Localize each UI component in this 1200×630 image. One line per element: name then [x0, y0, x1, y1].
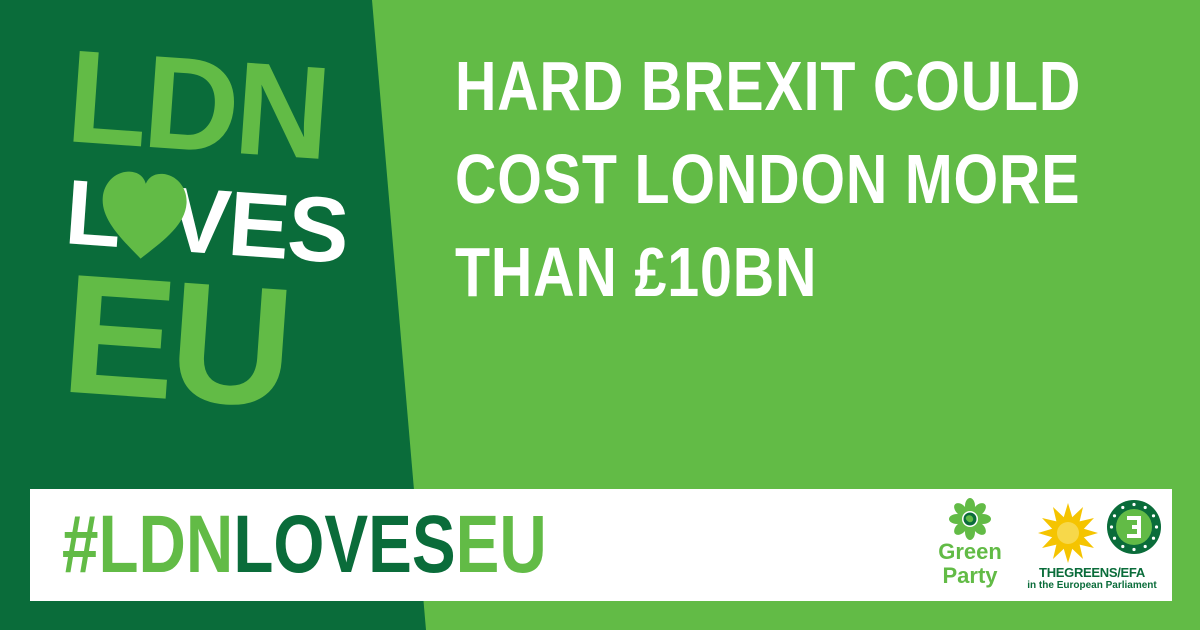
hashtag-part-ldn: #LDN: [62, 499, 234, 590]
green-party-name-line-1: Green: [938, 539, 1002, 564]
logo-word-loves-end: VES: [166, 169, 351, 283]
greens-efa-logo: THEGREENS/EFA in the European Parliament: [1012, 495, 1172, 599]
green-party-name: Green Party: [915, 540, 1025, 588]
green-party-name-line-2: Party: [942, 563, 998, 588]
hashtag-part-loves: LOVES: [233, 499, 456, 590]
green-party-logo: Green Party: [915, 497, 1025, 597]
hashtag: #LDNLOVESEU: [62, 503, 547, 587]
headline-line-3: THAN £10BN: [455, 233, 818, 311]
heart-icon: [102, 171, 187, 259]
headline: HARD BREXIT COULD COST LONDON MORE THAN …: [455, 40, 1175, 319]
hashtag-banner: #LDNLOVESEU: [30, 489, 1172, 601]
logo-word-eu: EU: [57, 239, 294, 444]
headline-line-1: HARD BREXIT COULD: [455, 47, 1082, 125]
ldn-loves-eu-logo: LDN L VES EU: [57, 22, 351, 444]
greens-efa-name: THEGREENS/EFA: [1039, 565, 1145, 580]
greens-efa-subtitle: in the European Parliament: [1027, 580, 1157, 591]
greens-efa-caption: THEGREENS/EFA in the European Parliament: [1012, 565, 1172, 592]
headline-line-2: COST LONDON MORE: [455, 140, 1081, 218]
logo-word-ldn: LDN: [63, 22, 332, 187]
sunflower-icon: [1038, 500, 1161, 563]
hashtag-part-eu: EU: [455, 499, 547, 590]
green-party-flower-icon: [949, 498, 991, 540]
